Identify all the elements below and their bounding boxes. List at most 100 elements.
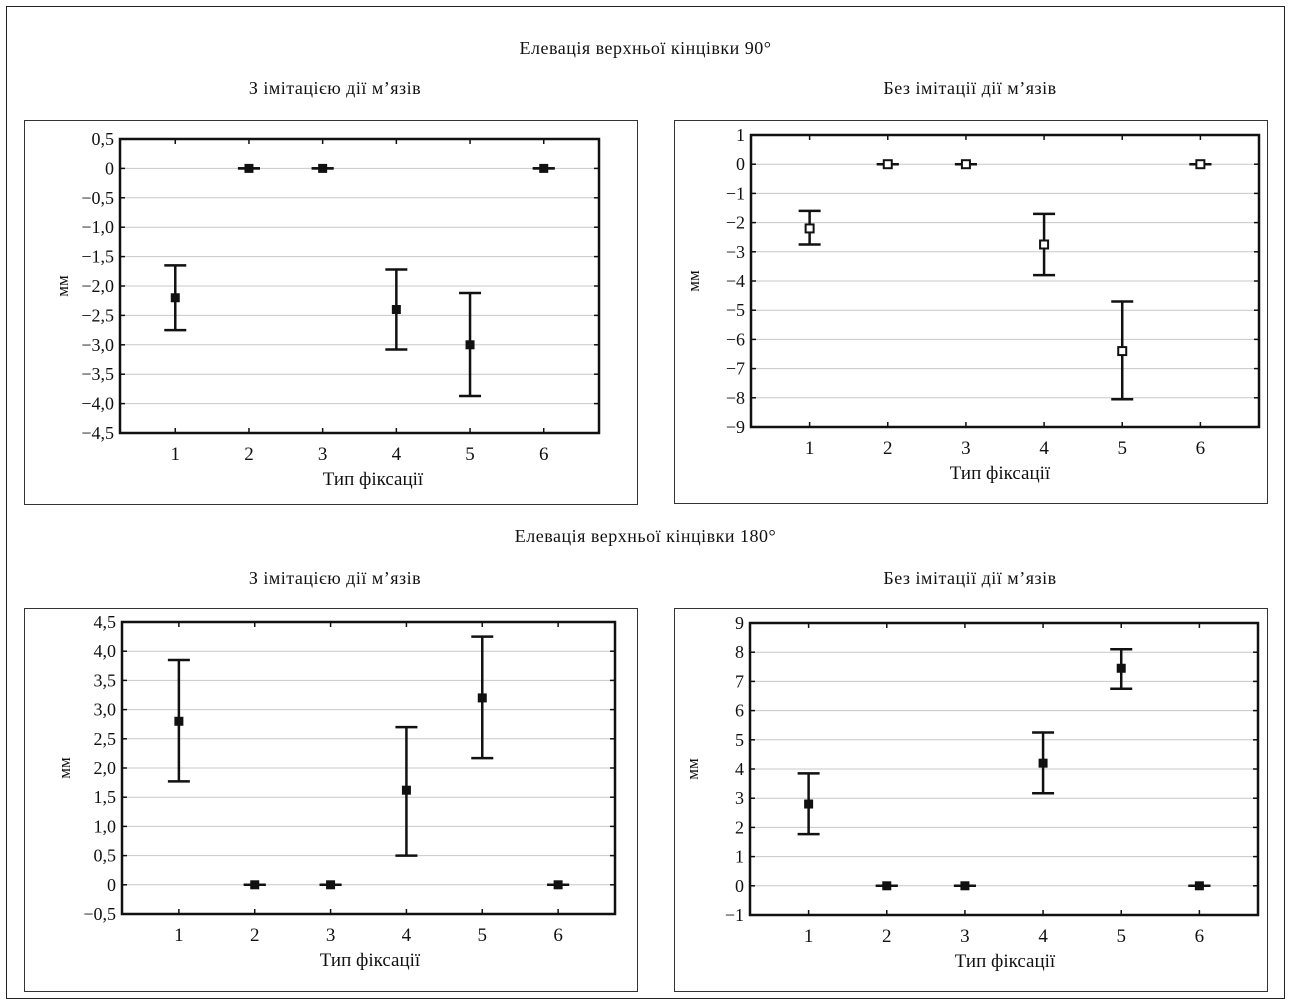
data-point bbox=[804, 799, 814, 809]
y-tick-label: −8 bbox=[726, 388, 745, 408]
y-tick-label: −3,0 bbox=[81, 335, 114, 355]
chart-panel-180-without-muscle: 9 8 7 6 5 4 3 2 1 0 −1 1 2 3 4 5 6 Тип фіксації мм bbox=[674, 608, 1268, 992]
y-tick-label: 0 bbox=[105, 158, 114, 178]
x-tick-label: 5 bbox=[465, 444, 475, 465]
chart-panel-90-with-muscle: 0,5 0 −0,5 −1,0 −1,5 −2,0 −2,5 −3,0 −3,5 −4,0 −4,5… bbox=[24, 120, 638, 505]
x-tick-label: 2 bbox=[883, 438, 893, 459]
y-tick-label: 4,0 bbox=[94, 641, 117, 661]
data-point bbox=[1038, 758, 1048, 768]
data-point bbox=[539, 163, 549, 173]
y-tick-label: 3,5 bbox=[94, 670, 117, 690]
y-tick-label: 7 bbox=[735, 671, 744, 691]
x-axis-label: Тип фіксації bbox=[950, 463, 1051, 484]
x-axis-label: Тип фіксації bbox=[320, 950, 421, 971]
y-tick-label: 3,0 bbox=[94, 700, 117, 720]
x-tick-label: 4 bbox=[402, 925, 412, 946]
data-point bbox=[326, 880, 336, 890]
y-tick-label: 0,5 bbox=[92, 129, 115, 149]
x-tick-label: 5 bbox=[1116, 926, 1126, 947]
subtitle-90-without-muscle: Без імітації дії м’язів bbox=[883, 78, 1057, 98]
y-tick-label: 0,5 bbox=[94, 846, 117, 866]
y-tick-label: −3,5 bbox=[81, 364, 114, 384]
x-tick-label: 3 bbox=[326, 925, 336, 946]
subtitle-180-without-muscle: Без імітації дії м’язів bbox=[883, 568, 1057, 588]
y-tick-label: 3 bbox=[735, 788, 744, 808]
subtitle-90-with-muscle: З імітацією дії м’язів bbox=[248, 78, 422, 98]
y-tick-label: −0,5 bbox=[81, 188, 114, 208]
data-point bbox=[318, 163, 328, 173]
data-point bbox=[1195, 159, 1206, 170]
y-tick-label: −1,0 bbox=[81, 217, 114, 237]
y-tick-label: −2,0 bbox=[81, 276, 114, 296]
x-tick-label: 4 bbox=[392, 444, 402, 465]
x-tick-label: 1 bbox=[805, 438, 815, 459]
plot-area bbox=[120, 620, 617, 916]
y-tick-label: 1,0 bbox=[94, 816, 117, 836]
data-point bbox=[553, 880, 563, 890]
x-tick-label: 3 bbox=[960, 926, 970, 947]
y-tick-label: 8 bbox=[735, 642, 744, 662]
data-point bbox=[882, 159, 893, 170]
y-tick-label: 2,5 bbox=[94, 729, 117, 749]
y-tick-label: 4,5 bbox=[94, 612, 117, 632]
data-point bbox=[477, 693, 487, 703]
y-tick-label: 4 bbox=[735, 759, 744, 779]
subtitle-180-with-muscle: З імітацією дії м’язів bbox=[248, 568, 422, 588]
y-axis-label: мм bbox=[53, 275, 72, 297]
y-axis-label: мм bbox=[684, 270, 703, 292]
y-tick-label: 1 bbox=[736, 125, 745, 145]
data-point bbox=[1194, 881, 1204, 891]
data-point bbox=[174, 716, 184, 726]
section-title-90: Елевація верхньої кінцівки 90° bbox=[519, 38, 772, 58]
data-point bbox=[1039, 239, 1050, 250]
y-axis-label: мм bbox=[55, 757, 74, 779]
chart-180-without-muscle: 9 8 7 6 5 4 3 2 1 0 −1 1 2 3 4 5 6 Тип фіксації мм bbox=[683, 613, 1260, 972]
y-tick-label: 0 bbox=[107, 875, 116, 895]
data-point bbox=[960, 881, 970, 891]
y-tick-label: −2,5 bbox=[81, 305, 114, 325]
x-tick-label: 2 bbox=[244, 444, 254, 465]
y-tick-label: −6 bbox=[726, 329, 745, 349]
y-tick-label: 1 bbox=[735, 847, 744, 867]
data-point bbox=[1117, 346, 1128, 357]
x-tick-label: 2 bbox=[882, 926, 892, 947]
x-tick-label: 4 bbox=[1039, 438, 1049, 459]
plot-area bbox=[118, 137, 601, 435]
data-point bbox=[170, 293, 180, 303]
y-tick-label: −4 bbox=[726, 271, 745, 291]
y-tick-label: −4,0 bbox=[81, 394, 114, 414]
y-tick-label: 6 bbox=[735, 701, 744, 721]
chart-90-without-muscle: 1 0 −1 −2 −3 −4 −5 −6 −7 −8 −9 1 2 3 4 5 6 Тип фіксації мм bbox=[684, 125, 1261, 484]
data-point bbox=[960, 159, 971, 170]
y-tick-label: −9 bbox=[726, 417, 745, 437]
y-tick-label: 5 bbox=[735, 730, 744, 750]
x-axis-label: Тип фіксації bbox=[323, 469, 424, 490]
chart-panel-90-without-muscle: 1 0 −1 −2 −3 −4 −5 −6 −7 −8 −9 1 2 3 4 5 6 Тип фіксації мм bbox=[674, 120, 1268, 504]
x-tick-label: 6 bbox=[553, 925, 563, 946]
data-point bbox=[244, 163, 254, 173]
y-tick-label: 0 bbox=[735, 876, 744, 896]
plot-area bbox=[748, 621, 1260, 917]
data-point bbox=[882, 881, 892, 891]
x-tick-label: 6 bbox=[1195, 926, 1205, 947]
y-tick-label: −1 bbox=[725, 905, 744, 925]
x-tick-label: 1 bbox=[804, 926, 814, 947]
y-tick-label: 2,0 bbox=[94, 758, 117, 778]
data-point bbox=[250, 880, 260, 890]
chart-90-with-muscle: 0,5 0 −0,5 −1,0 −1,5 −2,0 −2,5 −3,0 −3,5 −4,0 −4,5… bbox=[53, 129, 601, 490]
y-axis-label: мм bbox=[683, 758, 702, 780]
x-tick-label: 1 bbox=[171, 444, 181, 465]
y-tick-label: 1,5 bbox=[94, 787, 117, 807]
x-tick-label: 3 bbox=[961, 438, 971, 459]
x-tick-label: 5 bbox=[1117, 438, 1127, 459]
data-point bbox=[391, 305, 401, 315]
figure-frame bbox=[6, 6, 1285, 999]
y-tick-label: −5 bbox=[726, 300, 745, 320]
y-tick-label: −3 bbox=[726, 242, 745, 262]
x-tick-label: 4 bbox=[1038, 926, 1048, 947]
x-tick-label: 5 bbox=[478, 925, 488, 946]
y-tick-label: −1,5 bbox=[81, 247, 114, 267]
y-tick-label: −0,5 bbox=[83, 904, 116, 924]
y-tick-label: 9 bbox=[735, 613, 744, 633]
y-tick-label: −7 bbox=[726, 359, 745, 379]
